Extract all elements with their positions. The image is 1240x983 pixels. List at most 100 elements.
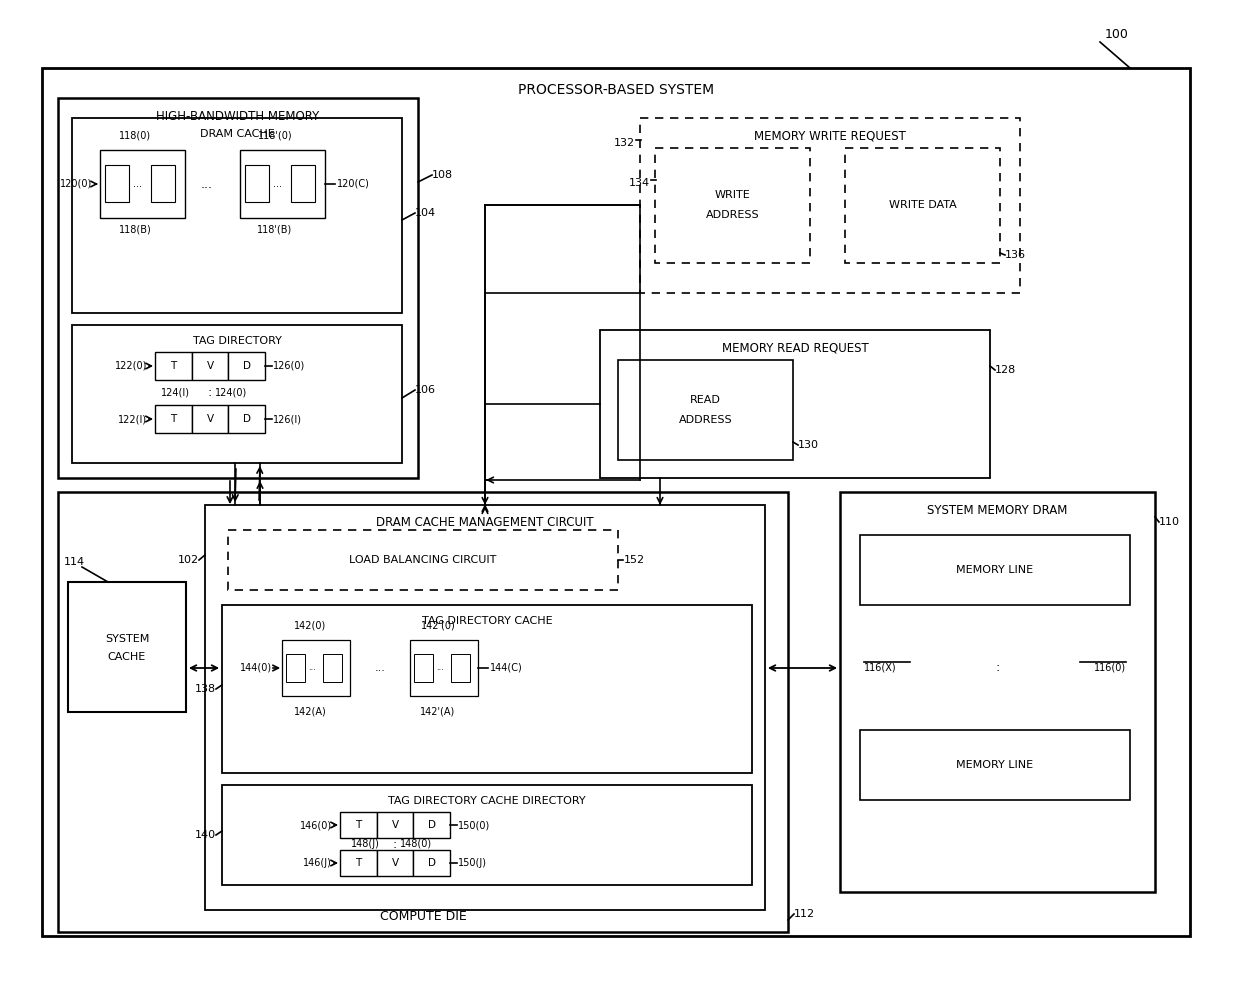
Text: PROCESSOR-BASED SYSTEM: PROCESSOR-BASED SYSTEM	[518, 83, 714, 97]
Text: 148(0): 148(0)	[401, 839, 432, 849]
Text: 142(0): 142(0)	[294, 621, 326, 631]
Text: SYSTEM: SYSTEM	[105, 634, 149, 644]
Text: V: V	[392, 858, 398, 868]
Text: :: :	[393, 838, 397, 850]
Bar	[640, 118, 1021, 293]
Text: ...: ...	[436, 664, 444, 672]
Text: ...: ...	[374, 663, 386, 673]
Text: SYSTEM MEMORY DRAM: SYSTEM MEMORY DRAM	[928, 503, 1068, 516]
Text: READ: READ	[691, 395, 720, 405]
Bar	[72, 325, 402, 463]
Text: CACHE: CACHE	[108, 652, 146, 662]
Bar	[340, 812, 377, 838]
Text: ...: ...	[133, 179, 141, 189]
Text: V: V	[206, 414, 213, 424]
Bar	[42, 68, 1190, 936]
Bar	[414, 654, 433, 682]
Text: TAG DIRECTORY CACHE DIRECTORY: TAG DIRECTORY CACHE DIRECTORY	[388, 796, 585, 806]
Bar	[291, 165, 315, 202]
Bar	[241, 150, 325, 218]
Text: 126(0): 126(0)	[273, 361, 305, 371]
Text: 124(0): 124(0)	[215, 387, 247, 397]
Bar	[413, 812, 450, 838]
Text: 118(B): 118(B)	[119, 225, 151, 235]
Text: 142'(0): 142'(0)	[420, 621, 455, 631]
Text: 140: 140	[195, 830, 216, 840]
Text: 112: 112	[794, 909, 815, 919]
Text: 128: 128	[994, 365, 1017, 375]
Text: 152: 152	[624, 555, 645, 565]
Text: 120(0): 120(0)	[60, 179, 92, 189]
Bar	[192, 405, 228, 433]
Bar	[222, 605, 751, 773]
Text: ...: ...	[201, 178, 213, 191]
Text: DRAM CACHE MANAGEMENT CIRCUIT: DRAM CACHE MANAGEMENT CIRCUIT	[376, 516, 594, 530]
Text: ADDRESS: ADDRESS	[706, 210, 759, 220]
Text: MEMORY LINE: MEMORY LINE	[956, 565, 1034, 575]
Bar	[340, 850, 377, 876]
Bar	[322, 654, 342, 682]
Text: LOAD BALANCING CIRCUIT: LOAD BALANCING CIRCUIT	[350, 555, 497, 565]
Text: ...: ...	[308, 664, 316, 672]
Text: T: T	[170, 361, 176, 371]
Text: 122(I): 122(I)	[118, 414, 148, 424]
Bar	[451, 654, 470, 682]
Bar	[100, 150, 185, 218]
Text: 148(J): 148(J)	[351, 839, 379, 849]
Text: 118'(0): 118'(0)	[258, 131, 293, 141]
Bar	[58, 492, 787, 932]
Text: 100: 100	[1105, 29, 1128, 41]
Text: 138: 138	[195, 684, 216, 694]
Bar	[72, 118, 402, 313]
Text: 124(I): 124(I)	[161, 387, 190, 397]
Bar	[155, 352, 192, 380]
Text: T: T	[355, 820, 361, 830]
Text: :: :	[996, 661, 999, 674]
Text: DRAM CACHE: DRAM CACHE	[200, 129, 274, 139]
Bar	[281, 640, 350, 696]
Bar	[228, 530, 618, 590]
Text: 122(0): 122(0)	[114, 361, 148, 371]
Text: 118'(B): 118'(B)	[258, 225, 293, 235]
Text: 116(X): 116(X)	[864, 663, 897, 672]
Bar	[844, 148, 999, 263]
Text: 136: 136	[1004, 250, 1025, 260]
Bar	[377, 812, 413, 838]
Bar	[286, 654, 305, 682]
Text: D: D	[243, 361, 250, 371]
Text: 146(J): 146(J)	[303, 858, 332, 868]
Bar	[228, 352, 265, 380]
Bar	[861, 535, 1130, 605]
Bar	[155, 405, 192, 433]
Text: ...: ...	[273, 179, 281, 189]
Bar	[228, 405, 265, 433]
Text: 130: 130	[799, 440, 818, 450]
Bar	[105, 165, 129, 202]
Text: 102: 102	[177, 555, 198, 565]
Text: 150(J): 150(J)	[458, 858, 487, 868]
Bar	[618, 360, 794, 460]
Text: ADDRESS: ADDRESS	[678, 415, 733, 425]
Bar	[246, 165, 269, 202]
Text: MEMORY WRITE REQUEST: MEMORY WRITE REQUEST	[754, 130, 906, 143]
Text: :: :	[208, 386, 212, 399]
Text: D: D	[428, 858, 435, 868]
Text: T: T	[355, 858, 361, 868]
Bar	[839, 492, 1154, 892]
Text: WRITE DATA: WRITE DATA	[889, 201, 956, 210]
Bar	[377, 850, 413, 876]
Text: 142'(A): 142'(A)	[420, 707, 455, 717]
Bar	[222, 785, 751, 885]
Text: 126(I): 126(I)	[273, 414, 303, 424]
Text: 110: 110	[1159, 517, 1180, 527]
Bar	[410, 640, 477, 696]
Text: 108: 108	[432, 170, 453, 180]
Text: 120(C): 120(C)	[337, 179, 370, 189]
Bar	[413, 850, 450, 876]
Text: T: T	[170, 414, 176, 424]
Text: 144(0): 144(0)	[239, 663, 272, 673]
Text: 106: 106	[415, 385, 436, 395]
Text: 134: 134	[629, 178, 650, 188]
Text: V: V	[392, 820, 398, 830]
Text: D: D	[428, 820, 435, 830]
